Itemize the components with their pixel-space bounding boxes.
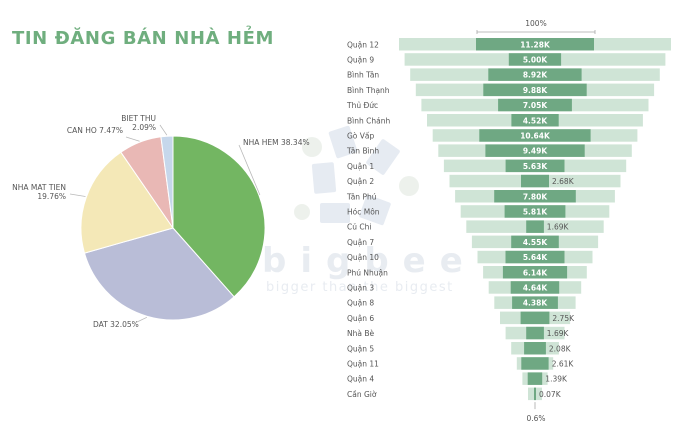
funnel-category-label: Bình Thạnh [347,86,390,95]
funnel-category-label: Quận 4 [347,375,374,384]
funnel-value-label: 2.68K [552,177,575,186]
funnel-category-label: Quận 9 [347,56,374,65]
funnel-value-label: 9.49K [523,147,549,156]
funnel-value-label: 2.75K [552,314,575,323]
funnel-category-label: Quận 8 [347,299,374,308]
funnel-value-label: 4.64K [523,284,549,293]
funnel-category-label: Bình Tân [347,71,379,80]
funnel-top-label: 100% [525,19,546,28]
funnel-bar [483,83,587,97]
pie-label-can-ho: CAN HO 7.47% [67,126,123,135]
funnel-value-label: 6.14K [523,268,549,277]
pie-label-biet-thu: BIET THU 2.09% [121,114,156,132]
funnel-value-label: 5.64K [523,253,549,262]
funnel-bar [512,296,558,309]
pie-leader-line [125,136,140,142]
funnel-value-label: 1.39K [545,375,568,384]
watermark-brand: bigbee [262,241,477,281]
funnel-category-label: Phú Nhuận [347,268,388,277]
funnel-value-label: 7.05K [523,101,549,110]
pie-leader-line [159,124,168,136]
funnel-category-label: Gò Vấp [347,132,375,141]
funnel-category-label: Quận 1 [347,162,374,171]
pie-slice-biet-thu [160,135,174,229]
funnel-value-label: 10.64K [520,132,551,141]
funnel-category-label: Tân Phú [346,192,377,201]
pie-label-nha-mat-tien: NHA MAT TIEN 19.76% [12,183,66,201]
funnel-category-label: Củ Chi [347,223,371,232]
funnel-bar [526,326,544,340]
pie-slice-nha-mat-tien [80,151,174,254]
funnel-bottom-label: 0.6% [526,414,545,423]
funnel-value-label: 9.88K [523,86,549,95]
funnel-bar [505,159,565,173]
bigbee-logo-icon [294,125,419,226]
funnel-category-label: Quận 10 [347,253,379,262]
funnel-value-label: 7.80K [523,192,549,201]
funnel-top-bracket [476,30,596,34]
funnel-category-label: Nhà Bè [347,329,374,338]
pie-leader-line [136,316,148,323]
funnel-bar [504,205,566,218]
funnel-bar [494,190,576,203]
funnel-value-label: 4.55K [523,238,549,247]
funnel-bar [505,250,565,264]
pie-slice-dat [83,227,235,321]
funnel-bar [488,68,582,81]
funnel-bar [498,98,572,112]
funnel-bar [479,129,591,142]
pie-slice-nha-hem [172,135,266,298]
funnel-value-label: 4.52K [523,116,549,125]
funnel-category-label: Bình Chánh [347,116,390,125]
funnel-bar [511,235,559,249]
funnel-bar [526,220,544,233]
funnel-bar [521,357,549,370]
funnel-category-label: Quận 2 [347,177,374,186]
funnel-category-label: Quận 3 [347,284,374,293]
funnel-category-label: Hóc Môn [347,208,380,217]
funnel-value-label: 8.92K [523,71,549,80]
funnel-value-label: 0.07K [539,390,562,399]
funnel-bar [524,342,546,355]
funnel-category-label: Cần Giờ [347,390,377,399]
funnel-value-label: 1.69K [547,223,570,232]
funnel-bar [485,144,585,157]
funnel-bar [510,281,560,294]
funnel-value-label: 2.61K [552,360,575,369]
funnel-value-label: 5.63K [523,162,549,171]
watermark-tagline: bigger than the biggest [266,280,454,295]
funnel-value-label: 11.28K [520,40,551,49]
funnel-bar [502,266,568,279]
funnel-bar [476,38,594,51]
page-title: TIN ĐĂNG BÁN NHÀ HẺM [12,28,275,49]
funnel-bar [521,174,549,188]
pie-leader-line [69,193,86,197]
funnel-category-label: Quận 6 [347,314,374,323]
funnel-value-label: 4.38K [523,299,549,308]
funnel-value-label: 5.81K [523,208,549,217]
funnel-category-label: Quận 11 [347,360,379,369]
funnel-category-label: Quận 5 [347,344,374,353]
pie-leader-line [238,144,261,196]
funnel-value-label: 5.00K [523,56,549,65]
funnel-value-label: 1.69K [547,329,570,338]
funnel-category-label: Quận 7 [347,238,374,247]
funnel-value-label: 2.08K [549,344,572,353]
funnel-bar [527,372,543,385]
pie-label-dat: DAT 32.05% [93,320,139,329]
funnel-bar [534,387,536,401]
funnel-category-label: Tân Bình [346,147,379,156]
pie-label-nha-hem: NHA HEM 38.34% [243,138,310,147]
funnel-category-label: Quận 12 [347,40,379,49]
funnel-category-label: Thủ Đức [346,101,378,110]
funnel-bar [508,53,562,66]
funnel-bar [511,114,559,127]
funnel-bar [520,311,550,325]
